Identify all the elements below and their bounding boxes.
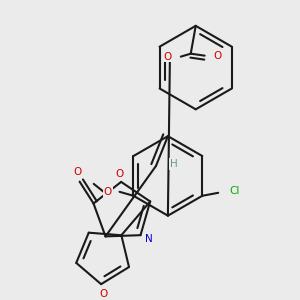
Text: O: O (164, 52, 172, 61)
Text: O: O (214, 51, 222, 61)
Text: Cl: Cl (229, 186, 239, 196)
Text: O: O (103, 187, 112, 197)
Text: O: O (99, 289, 107, 299)
Text: H: H (170, 159, 178, 169)
Text: O: O (74, 167, 82, 177)
Text: O: O (115, 169, 123, 179)
Text: N: N (145, 234, 152, 244)
